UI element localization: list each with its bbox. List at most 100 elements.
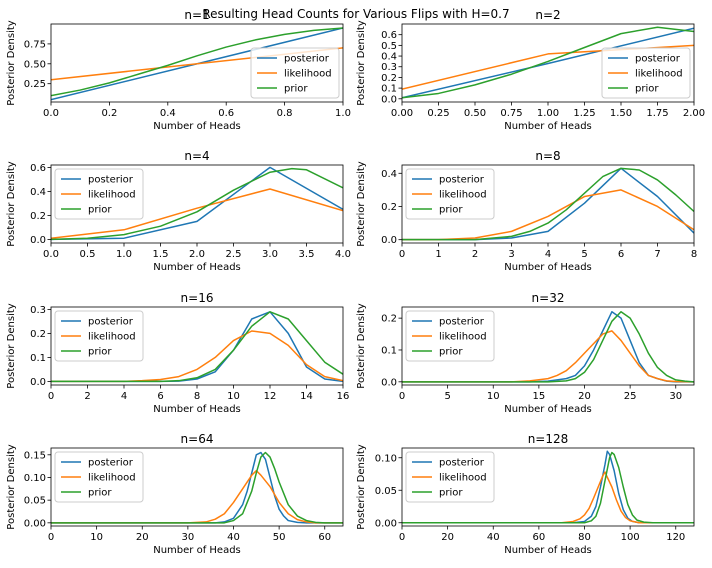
x-tick-label: 10 <box>487 391 500 402</box>
legend-label-posterior: posterior <box>635 54 681 65</box>
y-tick-label: 0.0 <box>381 235 397 246</box>
axes-frame <box>401 447 695 527</box>
x-tick-label: 0.6 <box>218 108 234 119</box>
x-tick-label: 3 <box>508 249 514 260</box>
y-axis-label: Posterior Density <box>356 161 367 246</box>
x-tick-label: 10 <box>227 391 240 402</box>
y-axis-label: Posterior Density <box>356 303 367 388</box>
y-tick-label: 0.10 <box>24 473 46 484</box>
axes-frame <box>50 447 344 527</box>
y-tick-label: 0.00 <box>24 518 46 529</box>
x-tick-label: 40 <box>227 532 240 543</box>
legend-label-prior: prior <box>88 205 112 216</box>
legend-label-prior: prior <box>439 205 463 216</box>
legend: posterior likelihood prior <box>601 47 691 99</box>
subplot-title: n=4 <box>184 149 209 163</box>
legend-label-posterior: posterior <box>439 317 485 328</box>
legend-label-posterior: posterior <box>88 175 134 186</box>
x-tick-label: 50 <box>273 532 286 543</box>
x-tick-label: 0.8 <box>277 108 293 119</box>
legend-label-prior: prior <box>635 84 659 95</box>
y-tick-label: 0.0 <box>381 94 397 105</box>
y-tick-label: 0.0 <box>381 377 397 388</box>
legend-label-posterior: posterior <box>439 175 485 186</box>
x-tick-label: 16 <box>337 391 350 402</box>
x-tick-label: 30 <box>182 532 195 543</box>
x-tick-label: 15 <box>533 391 546 402</box>
x-tick-label: 8 <box>691 249 697 260</box>
legend-box <box>250 47 340 99</box>
x-axis-label: Number of Heads <box>153 404 241 415</box>
y-tick-label: 0.2 <box>381 314 397 325</box>
legend-label-posterior: posterior <box>284 54 330 65</box>
y-tick-label: 0.0 <box>30 235 46 246</box>
legend: posterior likelihood prior <box>405 168 495 220</box>
y-tick-label: 0.4 <box>30 187 46 198</box>
x-tick-label: 4.0 <box>335 249 351 260</box>
series-line-posterior <box>51 451 343 524</box>
subplot-2: 0.00 0.25 0.50 0.75 1.00 1.25 1.50 1.75 2.000.00… <box>356 8 705 132</box>
series-line-prior <box>402 167 694 241</box>
x-tick-label: 20 <box>136 532 149 543</box>
y-tick-label: 0.1 <box>381 84 397 95</box>
legend-label-likelihood: likelihood <box>439 473 487 484</box>
y-tick-label: 0.1 <box>381 345 397 356</box>
x-tick-label: 4 <box>121 391 127 402</box>
x-tick-label: 0.0 <box>43 249 59 260</box>
x-tick-label: 8 <box>194 391 200 402</box>
series-line-prior <box>402 311 694 383</box>
series-line-prior <box>51 167 343 241</box>
x-tick-label: 5 <box>581 249 587 260</box>
x-tick-label: 2 <box>472 249 478 260</box>
x-tick-label: 0 <box>399 532 405 543</box>
y-axis-label: Posterior Density <box>356 20 367 105</box>
x-tick-label: 3.0 <box>262 249 278 260</box>
x-tick-label: 0 <box>399 249 405 260</box>
series-line-prior <box>51 451 343 524</box>
series-line-posterior <box>402 27 694 99</box>
legend-label-prior: prior <box>88 347 112 358</box>
series-line-prior <box>51 311 343 383</box>
y-tick-label: 0.15 <box>24 450 46 461</box>
legend-label-posterior: posterior <box>88 458 134 469</box>
x-tick-label: 60 <box>318 532 331 543</box>
x-tick-label: 80 <box>578 532 591 543</box>
y-axis-label: Posterior Density <box>6 161 17 246</box>
x-tick-label: 7 <box>654 249 660 260</box>
subplot-8: 0 20 40 60 80 100 120 0.00 0.05 0.10 n=128 Number o… <box>356 432 695 556</box>
legend-label-likelihood: likelihood <box>88 190 136 201</box>
subplot-title: n=1 <box>184 8 209 22</box>
axes-frame <box>50 23 344 103</box>
y-tick-label: 0.3 <box>381 62 397 73</box>
y-tick-label: 0.6 <box>30 163 46 174</box>
subplot-1: 0.0 0.2 0.4 0.6 0.8 1.0 0.25 0.50 0.75 n=1 Number … <box>6 8 351 132</box>
y-tick-label: 0.05 <box>24 496 46 507</box>
x-tick-label: 1.00 <box>537 108 559 119</box>
y-tick-label: 0.25 <box>24 79 46 90</box>
subplot-title: n=8 <box>535 149 560 163</box>
legend-label-likelihood: likelihood <box>88 332 136 343</box>
legend-label-posterior: posterior <box>88 317 134 328</box>
subplots: 0.0 0.2 0.4 0.6 0.8 1.00.250.500.75n=1Number … <box>6 8 705 556</box>
x-tick-label: 1.0 <box>116 249 132 260</box>
legend-label-likelihood: likelihood <box>284 69 332 80</box>
x-tick-label: 4 <box>545 249 551 260</box>
x-tick-label: 20 <box>441 532 454 543</box>
x-tick-label: 1.5 <box>153 249 169 260</box>
legend-label-posterior: posterior <box>439 458 485 469</box>
x-tick-label: 2.0 <box>189 249 205 260</box>
subplot-5: 0 2 4 6 8 10 12 14 16 0.0 0.1 0.2 0.3 n=16 Number of H… <box>6 291 349 415</box>
x-tick-label: 60 <box>533 532 546 543</box>
y-tick-label: 0.50 <box>24 59 46 70</box>
series-line-likelihood <box>402 471 694 524</box>
x-tick-label: 1.50 <box>610 108 632 119</box>
legend-box <box>54 310 144 362</box>
legend-box <box>405 168 495 220</box>
subplot-title: n=128 <box>528 432 569 446</box>
x-tick-label: 5 <box>444 391 450 402</box>
legend: posterior likelihood prior <box>250 47 340 99</box>
x-tick-label: 0.50 <box>464 108 486 119</box>
x-axis-label: Number of Heads <box>153 121 241 132</box>
x-axis-label: Number of Heads <box>504 545 592 556</box>
